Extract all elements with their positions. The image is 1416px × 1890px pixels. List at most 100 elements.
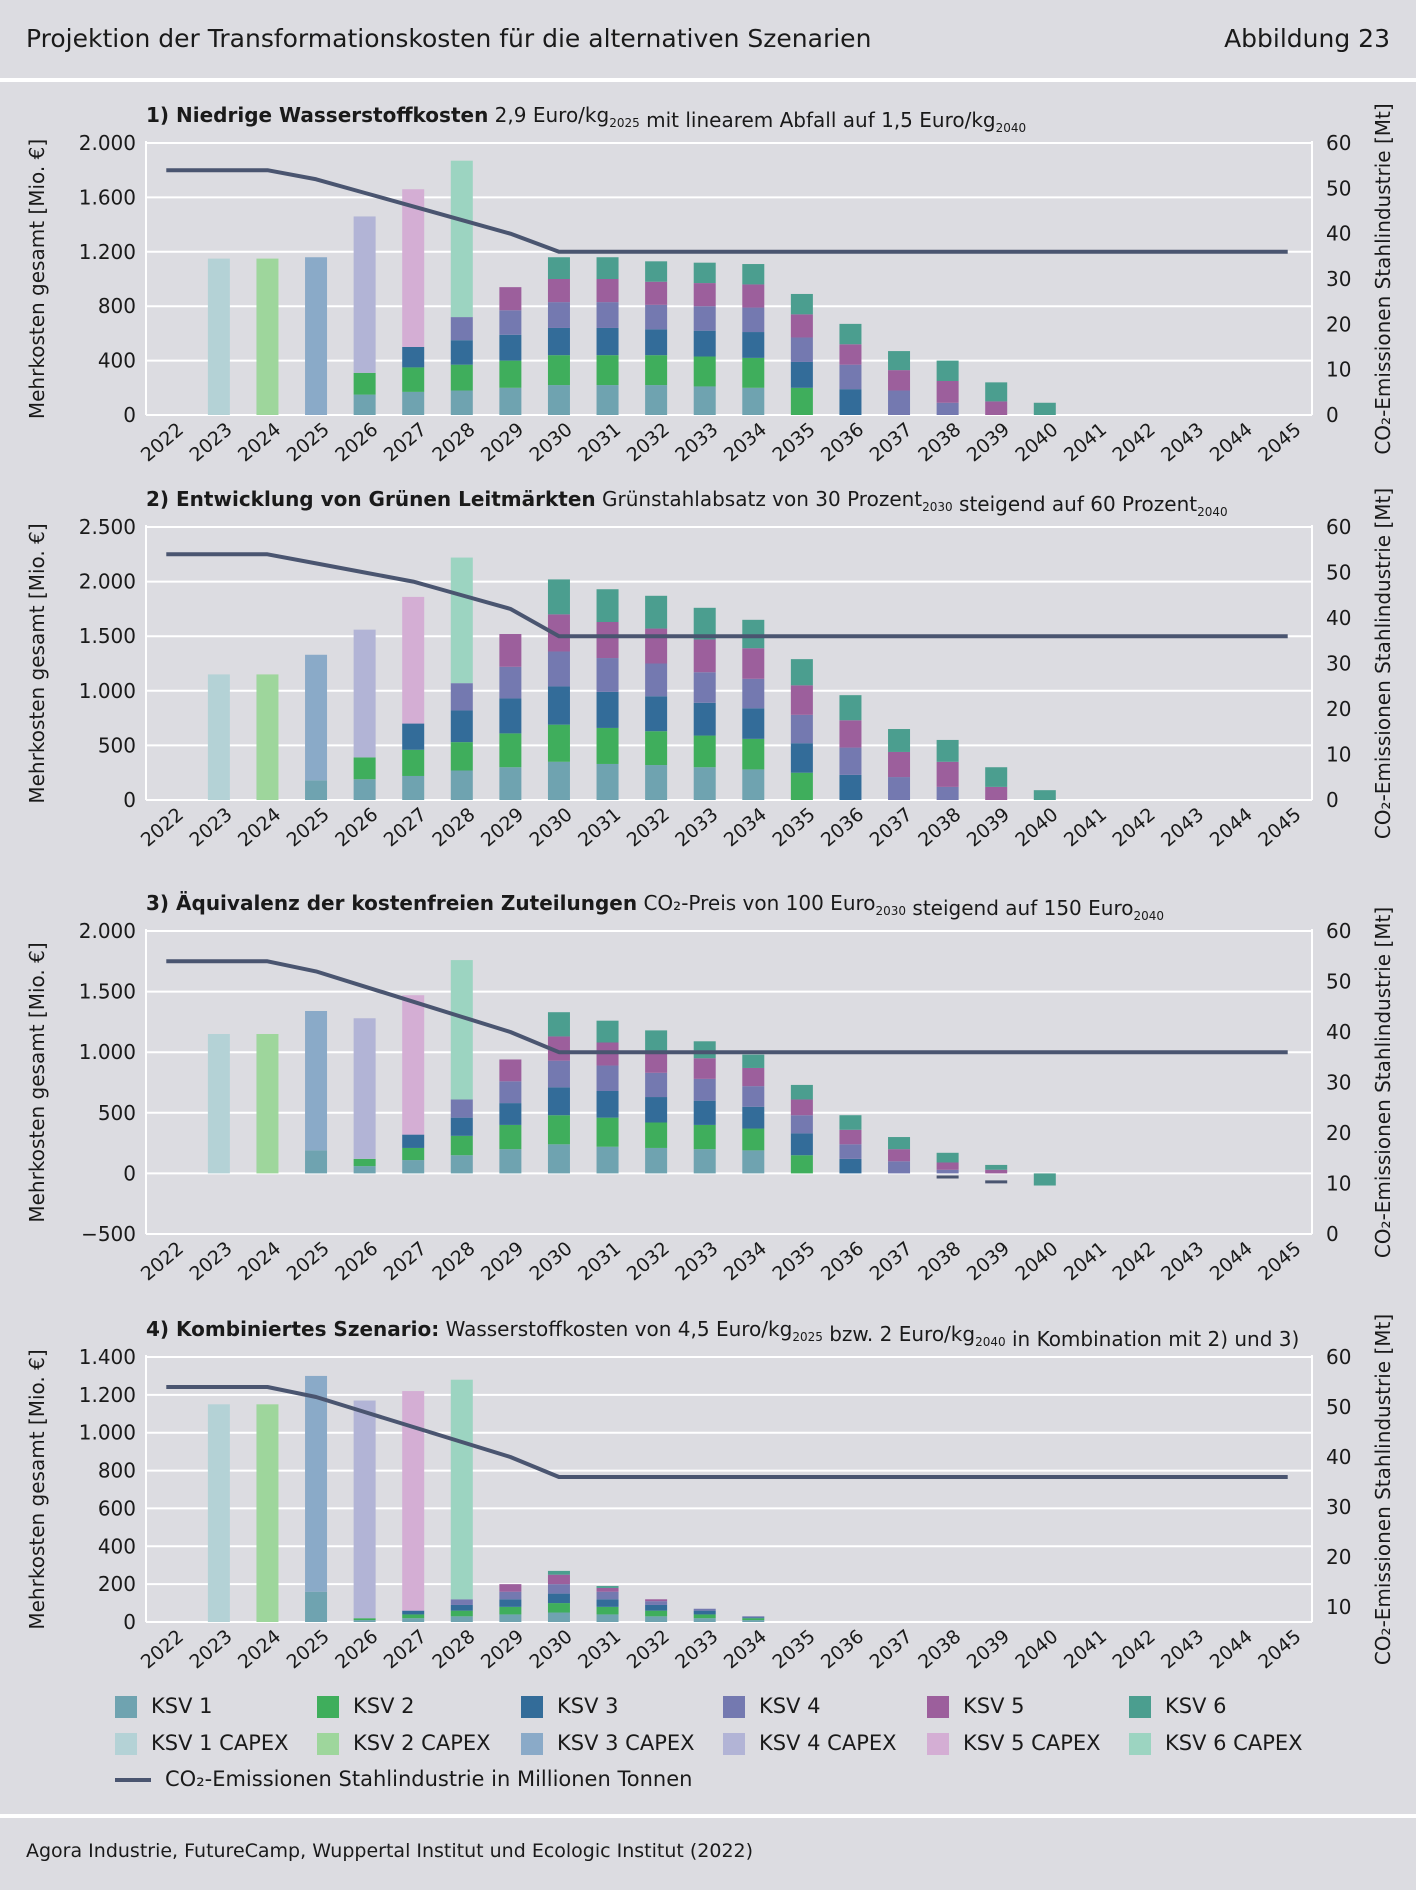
x-tick-label: 2028	[428, 803, 479, 851]
bar-segment	[645, 1616, 668, 1622]
bar-segment	[693, 306, 716, 331]
bar-segment	[450, 364, 473, 391]
x-tick-label: 2045	[1254, 418, 1305, 466]
bar-segment	[596, 1614, 619, 1622]
bar-segment	[547, 579, 570, 615]
x-tick-label: 2038	[914, 803, 965, 851]
x-tick-label: 2039	[963, 1625, 1014, 1673]
legend-label: KSV 3 CAPEX	[557, 1731, 695, 1755]
x-tick-label: 2040	[1011, 418, 1062, 466]
legend-line-swatch	[115, 1778, 151, 1782]
y-axis-title: Mehrkosten gesamt [Mio. €]	[25, 139, 49, 419]
bar-segment	[1033, 1173, 1056, 1186]
bar-segment	[207, 1404, 230, 1622]
x-tick-label: 2028	[428, 418, 479, 466]
y2-tick-label: 40	[1326, 606, 1351, 630]
panel-title: 2) Entwicklung von Grünen Leitmärkten Gr…	[146, 487, 1228, 519]
bar-segment	[596, 302, 619, 328]
bar-segment	[353, 216, 376, 373]
bar-segment	[450, 1135, 473, 1156]
y2-tick-label: 50	[1326, 176, 1351, 200]
bar-segment	[742, 678, 765, 709]
legend-swatch	[927, 1696, 949, 1718]
bar-segment	[936, 1152, 959, 1163]
bar-segment	[790, 1099, 813, 1116]
y-tick-label: 800	[98, 294, 136, 318]
bar-segment	[693, 1614, 716, 1619]
x-tick-label: 2031	[574, 803, 625, 851]
bar-segment	[499, 1124, 522, 1150]
bar-segment	[742, 332, 765, 358]
x-tick-label: 2037	[866, 418, 917, 466]
x-tick-label: 2035	[768, 803, 819, 851]
bar-segment	[499, 698, 522, 734]
x-tick-label: 2028	[428, 1237, 479, 1285]
bar-segment	[596, 1599, 619, 1607]
bar-segment	[450, 1599, 473, 1605]
x-tick-label: 2023	[185, 1625, 236, 1673]
bar-segment	[353, 372, 376, 395]
bar-segment	[693, 672, 716, 703]
bar-segment	[888, 751, 911, 778]
chart-panel-3: 3) Äquivalenz der kostenfreien Zuteilung…	[25, 891, 1395, 1285]
bar-segment	[985, 401, 1008, 415]
bar-segment	[547, 1570, 570, 1575]
bar-segment	[693, 1149, 716, 1174]
bar-segment	[839, 695, 862, 721]
bar-segment	[693, 607, 716, 640]
bar-segment	[402, 1610, 425, 1615]
header: Projektion der Transformationskosten für…	[0, 0, 1416, 78]
bar-segment	[547, 1144, 570, 1174]
source-note: Agora Industrie, FutureCamp, Wuppertal I…	[26, 1840, 754, 1862]
chart-panel-1: 1) Niedrige Wasserstoffkosten 2,9 Euro/k…	[25, 103, 1395, 466]
y2-tick-label: 40	[1326, 222, 1351, 246]
y-tick-label: 0	[123, 403, 136, 427]
y2-tick-label: 40	[1326, 1020, 1351, 1044]
bar-segment	[645, 765, 668, 800]
x-tick-label: 2024	[234, 1237, 285, 1285]
bar-segment	[645, 1072, 668, 1098]
bar-segment	[402, 1160, 425, 1174]
legend-swatch	[521, 1733, 543, 1755]
x-tick-label: 2026	[331, 1237, 382, 1285]
x-tick-label: 2027	[380, 1237, 431, 1285]
x-tick-label: 2044	[1206, 803, 1257, 851]
bar-segment	[499, 1614, 522, 1622]
bar-segment	[353, 1400, 376, 1619]
x-tick-label: 2023	[185, 418, 236, 466]
legend-label: KSV 5 CAPEX	[963, 1731, 1101, 1755]
x-tick-label: 2034	[720, 1625, 771, 1673]
legend-swatch	[1129, 1696, 1151, 1718]
bar-segment	[353, 1166, 376, 1174]
bar-segment	[888, 1149, 911, 1162]
x-tick-label: 2030	[526, 1625, 577, 1673]
bar-segment	[305, 257, 328, 415]
bar-segment	[450, 1616, 473, 1622]
bar-segment	[596, 279, 619, 303]
x-tick-label: 2035	[768, 1625, 819, 1673]
bar-segment	[790, 714, 813, 744]
y2-tick-label: 50	[1326, 970, 1351, 994]
bar-segment	[985, 767, 1008, 787]
y2-tick-label: 20	[1326, 1545, 1351, 1569]
bar-segment	[790, 337, 813, 362]
bar-segment	[596, 1020, 619, 1043]
bar-segment	[450, 1155, 473, 1174]
bar-segment	[742, 1616, 765, 1618]
x-tick-label: 2032	[623, 1625, 674, 1673]
x-tick-label: 2043	[1157, 1237, 1208, 1285]
bar-segment	[839, 1129, 862, 1145]
bar-segment	[305, 1375, 328, 1592]
bar-segment	[596, 1090, 619, 1118]
bar-segment	[645, 1097, 668, 1123]
x-tick-label: 2022	[137, 418, 188, 466]
bar-segment	[790, 659, 813, 686]
legend-label: KSV 3	[557, 1694, 619, 1718]
bar-segment	[305, 1591, 328, 1622]
bar-segment	[499, 360, 522, 388]
bar-segment	[985, 1169, 1008, 1174]
bar-segment	[450, 340, 473, 365]
y-tick-label: 0	[123, 1610, 136, 1634]
x-tick-label: 2037	[866, 1237, 917, 1285]
x-tick-label: 2029	[477, 1625, 528, 1673]
